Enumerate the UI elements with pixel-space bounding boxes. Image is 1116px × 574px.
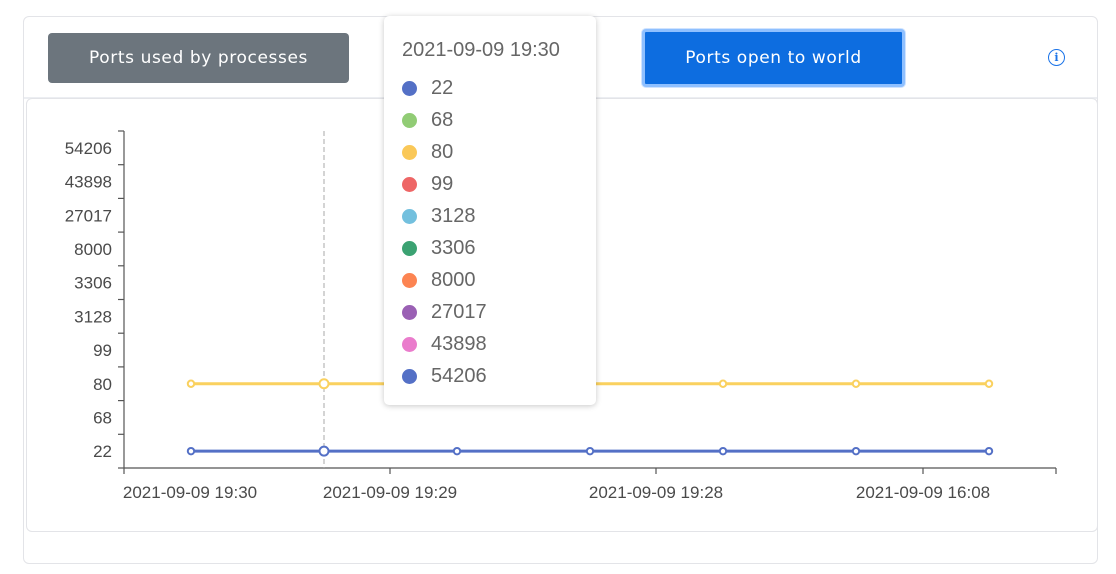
y-tick-label: 3128 [74, 307, 112, 326]
y-tick-label: 68 [93, 408, 112, 427]
legend-dot-icon [402, 336, 417, 352]
tooltip-item-label: 99 [431, 172, 454, 195]
tooltip-item-8000: 8000 [402, 264, 596, 296]
series-point-22 [186, 446, 196, 456]
y-tick-label: 43898 [65, 173, 112, 192]
tooltip-item-label: 27017 [431, 300, 487, 323]
x-tick-label: 2021-09-09 19:28 [589, 483, 723, 502]
series-point-22 [718, 446, 728, 456]
tooltip-item-80: 80 [402, 136, 596, 168]
legend-dot-icon [402, 208, 417, 224]
y-tick-label: 54206 [65, 139, 112, 158]
tooltip-item-3128: 3128 [402, 200, 596, 232]
info-icon[interactable]: i [1048, 49, 1065, 66]
y-tick-label: 99 [93, 341, 112, 360]
series-point-80 [718, 379, 728, 388]
x-tick-label: 2021-09-09 19:29 [323, 483, 457, 502]
series-point-22 [851, 446, 861, 456]
series-point-22 [585, 446, 595, 456]
y-tick-label: 8000 [74, 240, 112, 259]
tooltip-item-54206: 54206 [402, 360, 596, 392]
tooltip-item-99: 99 [402, 168, 596, 200]
y-tick-label: 22 [93, 442, 112, 461]
legend-dot-icon [402, 272, 417, 288]
series-point-80 [984, 379, 994, 388]
tooltip-title: 2021-09-09 19:30 [402, 39, 560, 61]
tooltip-item-27017: 27017 [402, 296, 596, 328]
tooltip-item-label: 3128 [431, 204, 476, 227]
legend-dot-icon [402, 144, 417, 160]
legend-dot-icon [402, 176, 417, 192]
tooltip-item-label: 22 [431, 76, 454, 99]
series-point-80 [318, 378, 330, 390]
tooltip-item-label: 8000 [431, 268, 476, 291]
ports-open-to-world-button[interactable]: Ports open to world [642, 29, 905, 87]
tooltip-item-label: 3306 [431, 236, 476, 259]
tooltip-item-22: 22 [402, 72, 596, 104]
series-point-80 [186, 379, 196, 388]
legend-dot-icon [402, 304, 417, 320]
ports-used-by-processes-button[interactable]: Ports used by processes [48, 33, 349, 83]
tooltip-item-3306: 3306 [402, 232, 596, 264]
y-tick-label: 3306 [74, 274, 112, 293]
y-tick-label: 80 [93, 375, 112, 394]
legend-dot-icon [402, 240, 417, 256]
tooltip-item-68: 68 [402, 104, 596, 136]
tooltip-item-label: 43898 [431, 332, 487, 355]
chart-tooltip: 2021-09-09 19:30 22 68 80 99 3128 3306 8000 270… [384, 16, 596, 405]
legend-dot-icon [402, 80, 417, 96]
tooltip-items: 22 68 80 99 3128 3306 8000 27017 43898 54206 [402, 72, 596, 392]
tooltip-item-label: 80 [431, 140, 454, 163]
legend-dot-icon [402, 368, 417, 384]
tooltip-item-label: 68 [431, 108, 454, 131]
ports-line-chart[interactable]: 22 68 80 99 3128 3306 8000 27017 43898 54206 2021-… [27, 99, 1097, 531]
series-point-80 [851, 379, 861, 388]
series-point-22 [318, 445, 330, 457]
series-point-22 [452, 446, 462, 456]
legend-dot-icon [402, 112, 417, 128]
series-point-22 [984, 446, 994, 456]
y-tick-label: 27017 [65, 206, 112, 225]
tooltip-item-label: 54206 [431, 364, 487, 387]
x-tick-label: 2021-09-09 19:30 [123, 483, 257, 502]
x-tick-label: 2021-09-09 16:08 [856, 483, 990, 502]
tooltip-item-43898: 43898 [402, 328, 596, 360]
